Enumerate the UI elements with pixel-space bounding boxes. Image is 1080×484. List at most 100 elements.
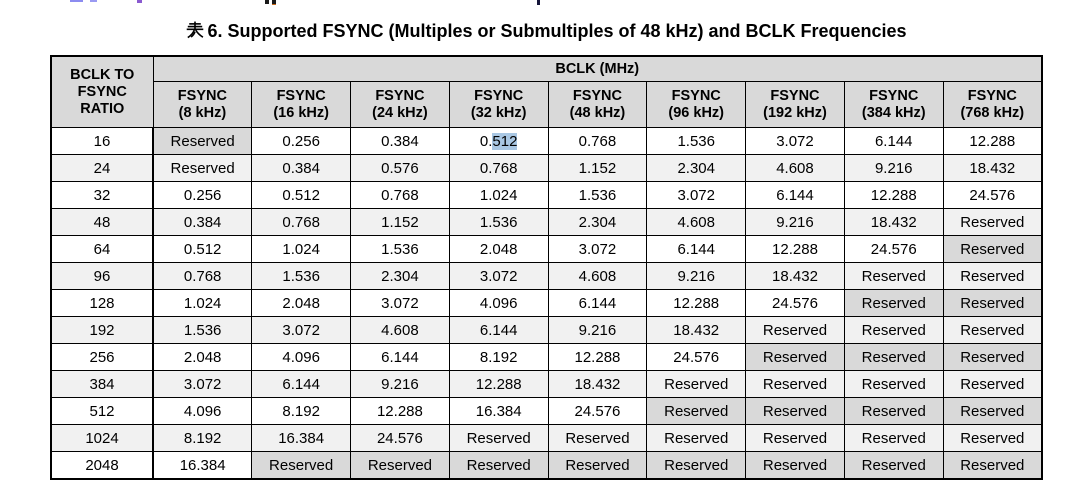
- frequency-cell: 24.576: [350, 424, 450, 452]
- reserved-cell: Reserved: [942, 424, 1043, 452]
- frequency-cell: 3.072: [646, 181, 747, 209]
- clipped-text-fragment: [265, 0, 269, 4]
- frequency-cell: 12.288: [350, 397, 450, 425]
- frequency-cell: 6.144: [646, 235, 747, 263]
- ratio-cell: 16: [50, 127, 154, 155]
- reserved-cell: Reserved: [745, 451, 845, 480]
- table-title-text: 6. Supported FSYNC (Multiples or Submult…: [207, 21, 907, 41]
- frequency-cell: 12.288: [843, 181, 944, 209]
- ratio-cell: 384: [50, 370, 154, 398]
- reserved-cell: Reserved: [448, 451, 549, 480]
- frequency-cell: 6.144: [448, 316, 549, 344]
- frequency-cell: 0.768: [350, 181, 450, 209]
- table-row-ratio-48: 48 0.384 0.768 1.152 1.536 2.304 4.608 9.216 18.…: [50, 208, 1043, 236]
- reserved-cell: Reserved: [843, 316, 944, 344]
- frequency-cell: 8.192: [251, 397, 352, 425]
- reserved-cell: Reserved: [152, 127, 253, 155]
- reserved-cell: Reserved: [843, 451, 944, 480]
- table-row-ratio-2048: 2048 16.384 Reserved Reserved Reserved Reserv…: [50, 451, 1043, 480]
- table-row-ratio-96: 96 0.768 1.536 2.304 3.072 4.608 9.216 18.432 Re…: [50, 262, 1043, 290]
- reserved-cell: Reserved: [646, 397, 747, 425]
- clipped-text-fragment: [137, 0, 142, 3]
- frequency-cell: 9.216: [843, 154, 944, 182]
- frequency-cell: 18.432: [646, 316, 747, 344]
- frequency-cell: 1.024: [152, 289, 253, 317]
- frequency-cell: 24.576: [547, 397, 648, 425]
- reserved-cell: Reserved: [843, 424, 944, 452]
- frequency-cell: 1.152: [350, 208, 450, 236]
- reserved-cell: Reserved: [942, 451, 1043, 480]
- reserved-cell: Reserved: [843, 397, 944, 425]
- ratio-cell: 1024: [50, 424, 154, 452]
- frequency-cell: 6.144: [745, 181, 845, 209]
- frequency-cell: 2.048: [152, 343, 253, 371]
- reserved-cell: Reserved: [942, 208, 1043, 236]
- frequency-cell: 18.432: [745, 262, 845, 290]
- frequency-cell: 1.536: [448, 208, 549, 236]
- frequency-cell: 24.576: [745, 289, 845, 317]
- reserved-cell: Reserved: [646, 370, 747, 398]
- table-row-ratio-64: 64 0.512 1.024 1.536 2.048 3.072 6.144 12.288 24…: [50, 235, 1043, 263]
- reserved-cell: Reserved: [152, 154, 253, 182]
- frequency-cell: 9.216: [547, 316, 648, 344]
- column-header-1: FSYNC (16 kHz): [251, 81, 352, 128]
- table-row-ratio-256: 256 2.048 4.096 6.144 8.192 12.288 24.576 Reser…: [50, 343, 1043, 371]
- frequency-cell: 2.304: [646, 154, 747, 182]
- reserved-cell: Reserved: [745, 370, 845, 398]
- frequency-cell: 0.768: [152, 262, 253, 290]
- table-row-ratio-128: 128 1.024 2.048 3.072 4.096 6.144 12.288 24.576…: [50, 289, 1043, 317]
- frequency-cell: 8.192: [448, 343, 549, 371]
- frequency-cell: 3.072: [448, 262, 549, 290]
- column-header-row: FSYNC (8 kHz) FSYNC (16 kHz) FSYNC (24 kHz…: [51, 81, 1043, 128]
- frequency-cell: 1.536: [547, 181, 648, 209]
- frequency-cell: 0.384: [152, 208, 253, 236]
- table-title: 6. Supported FSYNC (Multiples or Submult…: [50, 19, 1043, 45]
- frequency-cell: 1.024: [448, 181, 549, 209]
- column-header-6: FSYNC (192 kHz): [745, 81, 845, 128]
- frequency-cell: 12.288: [547, 343, 648, 371]
- reserved-cell: Reserved: [350, 451, 450, 480]
- frequency-cell: 0.256: [152, 181, 253, 209]
- clipped-text-fragment: [537, 0, 540, 5]
- frequency-cell: 0.768: [251, 208, 352, 236]
- frequency-cell: 18.432: [843, 208, 944, 236]
- frequency-cell: 0.768: [448, 154, 549, 182]
- column-header-3: FSYNC (32 kHz): [448, 81, 549, 128]
- frequency-cell: 0.384: [251, 154, 352, 182]
- group-header-bclk-mhz: BCLK (MHz): [152, 55, 1043, 82]
- frequency-cell: 9.216: [350, 370, 450, 398]
- reserved-cell: Reserved: [942, 343, 1043, 371]
- reserved-cell: Reserved: [942, 235, 1043, 263]
- reserved-cell: Reserved: [942, 262, 1043, 290]
- ratio-cell: 128: [50, 289, 154, 317]
- frequency-cell: 4.608: [745, 154, 845, 182]
- reserved-cell: Reserved: [843, 289, 944, 317]
- ratio-cell: 96: [50, 262, 154, 290]
- frequency-cell: 12.288: [745, 235, 845, 263]
- ratio-cell: 48: [50, 208, 154, 236]
- reserved-cell: Reserved: [942, 397, 1043, 425]
- frequency-cell: 24.576: [843, 235, 944, 263]
- ratio-cell: 256: [50, 343, 154, 371]
- reserved-cell: Reserved: [942, 316, 1043, 344]
- column-header-5: FSYNC (96 kHz): [646, 81, 747, 128]
- frequency-cell: 12.288: [942, 127, 1043, 155]
- table-row-ratio-192: 192 1.536 3.072 4.608 6.144 9.216 18.432 Reserv…: [50, 316, 1043, 344]
- frequency-cell: 6.144: [251, 370, 352, 398]
- reserved-cell: Reserved: [547, 424, 648, 452]
- column-header-8: FSYNC (768 kHz): [942, 81, 1043, 128]
- frequency-cell-with-selection: 0.512: [448, 127, 549, 155]
- reserved-cell: Reserved: [646, 451, 747, 480]
- frequency-cell: 3.072: [745, 127, 845, 155]
- reserved-cell: Reserved: [745, 397, 845, 425]
- frequency-cell: 4.608: [547, 262, 648, 290]
- column-header-2: FSYNC (24 kHz): [350, 81, 450, 128]
- ratio-cell: 192: [50, 316, 154, 344]
- ratio-cell: 32: [50, 181, 154, 209]
- frequency-cell: 6.144: [350, 343, 450, 371]
- table-row-ratio-1024: 1024 8.192 16.384 24.576 Reserved Reserved Res…: [50, 424, 1043, 452]
- reserved-cell: Reserved: [745, 343, 845, 371]
- ratio-cell: 64: [50, 235, 154, 263]
- frequency-cell: 0.768: [547, 127, 648, 155]
- group-header-row: BCLK TO FSYNC RATIO BCLK (MHz): [50, 55, 1043, 128]
